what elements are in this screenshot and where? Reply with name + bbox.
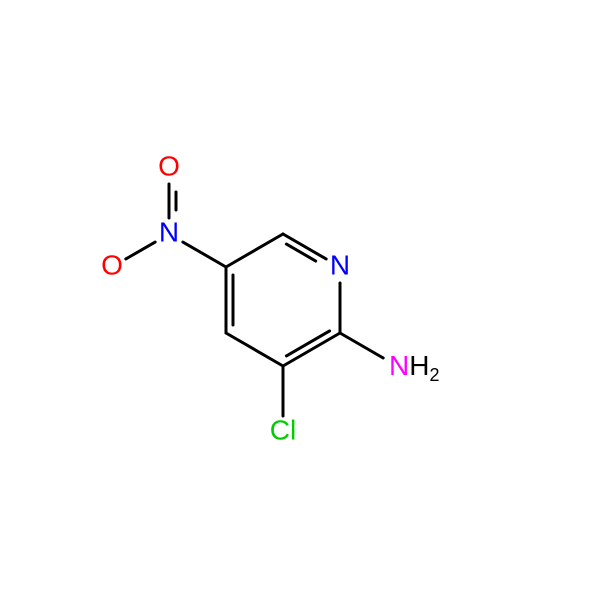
bond-ring_C5-ring_C6 [226,234,283,267]
atom-label-ring-N: N [330,249,350,280]
atom-label-amine-NH2: NH2 [389,350,439,384]
atom-label-nitro-O1: O [158,150,180,181]
bond-nitro_N-nitro_O2 [126,242,155,259]
bond-ring_C6-ring_N1-inner [286,244,315,261]
atom-label-nitro-O2: O [101,249,123,280]
bond-ring_C5-nitro_N [183,242,226,267]
atom-label-nitro-N: N [159,216,179,247]
atom-label-Cl: Cl [270,414,296,445]
bond-ring_C3-ring_C4 [226,333,283,366]
bond-ring_C2-amine_N [340,333,383,358]
chemical-structure-diagram: N N O O Cl NH2 [0,0,600,600]
bond-ring_C2-ring_C3 [283,333,340,366]
